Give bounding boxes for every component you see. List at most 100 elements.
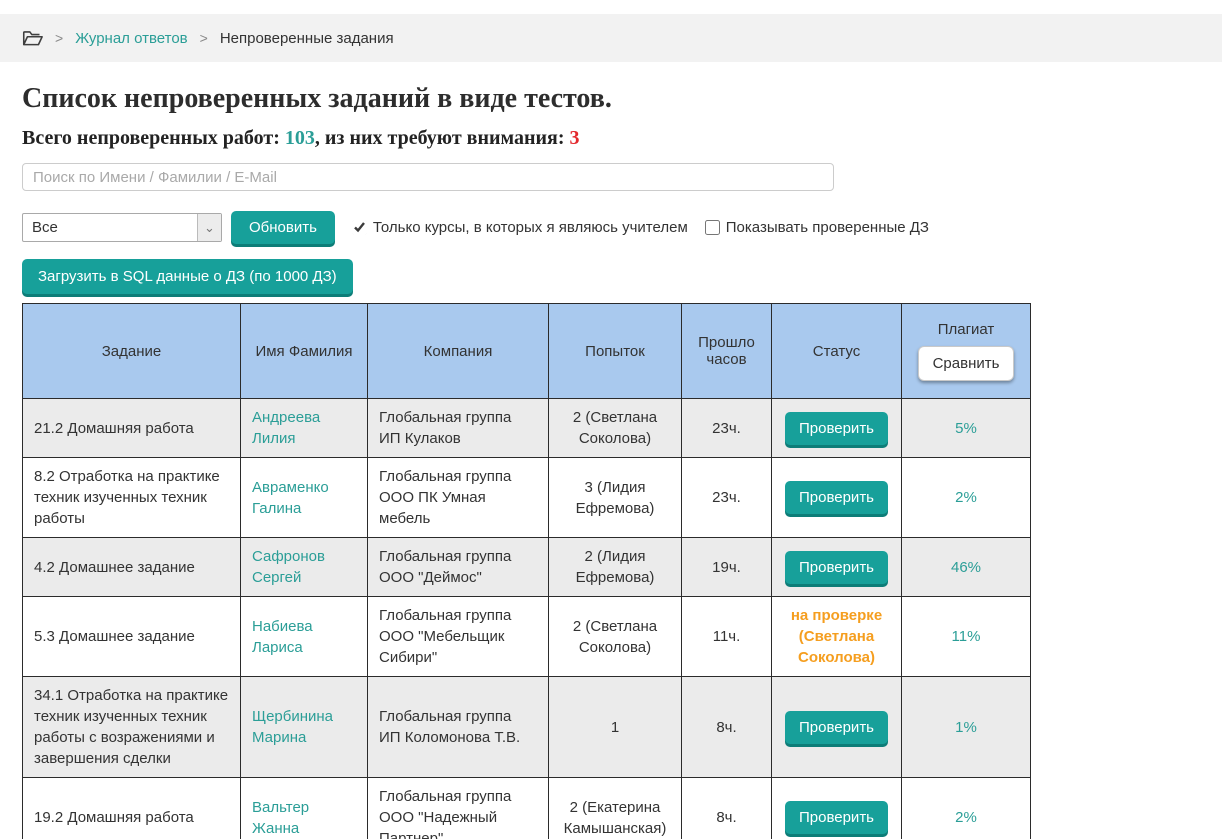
course-filter-select[interactable]: Все [22, 213, 222, 242]
student-name-cell: Сафронов Сергей [240, 537, 368, 597]
table-row: 5.3 Домашнее задание Набиева Лариса Глоб… [22, 596, 1031, 677]
search-input[interactable] [22, 163, 834, 191]
status-cell: Проверить [771, 537, 902, 597]
plagiarism-cell: 46% [901, 537, 1031, 597]
load-sql-button[interactable]: Загрузить в SQL данные о ДЗ (по 1000 ДЗ) [22, 259, 353, 294]
summary-line: Всего непроверенных работ: 103, из них т… [22, 127, 1222, 150]
plagiarism-cell: 1% [901, 676, 1031, 778]
student-name-link[interactable]: Щербинина Марина [252, 708, 334, 746]
student-name-cell: Набиева Лариса [240, 596, 368, 677]
unchecked-tasks-table: Задание Имя Фамилия Компания Попыток Про… [22, 303, 1031, 839]
course-filter-select-wrap: Все ⌄ [22, 213, 222, 242]
header-attempts: Попыток [548, 303, 682, 399]
breadcrumb-current-page: Непроверенные задания [219, 29, 394, 47]
show-checked-checkbox-label: Показывать проверенные ДЗ [725, 219, 929, 236]
header-name: Имя Фамилия [240, 303, 368, 399]
plagiarism-percent-link[interactable]: 5% [955, 419, 977, 437]
task-cell: 5.3 Домашнее задание [22, 596, 241, 677]
attempts-cell: 2 (Светлана Соколова) [548, 398, 682, 458]
plagiarism-percent-link[interactable]: 46% [950, 558, 982, 576]
folder-open-icon[interactable] [22, 30, 43, 47]
attempts-cell: 2 (Лидия Ефремова) [548, 537, 682, 597]
plagiarism-percent-link[interactable]: 2% [955, 809, 977, 826]
table-header-row: Задание Имя Фамилия Компания Попыток Про… [22, 303, 1031, 399]
breadcrumb-separator: > [199, 30, 208, 46]
page-title: Список непроверенных заданий в виде тест… [22, 83, 612, 114]
hours-cell: 8ч. [681, 777, 772, 839]
company-cell: Глобальная группа ИП Коломонова Т.В. [367, 676, 549, 778]
status-cell: Проверить [771, 676, 902, 778]
breadcrumb: > Журнал ответов > Непроверенные задания [0, 14, 1222, 62]
plagiarism-cell: 5% [901, 398, 1031, 458]
header-plagiarism: Плагиат Сравнить [901, 303, 1031, 399]
show-checked-checkbox[interactable] [704, 220, 720, 235]
company-cell: Глобальная группа ООО ПК Умная мебель [367, 457, 549, 538]
student-name-cell: Щербинина Марина [240, 676, 368, 778]
attempts-cell: 3 (Лидия Ефремова) [548, 457, 682, 538]
company-cell: Глобальная группа ООО "Деймос" [367, 537, 549, 597]
plagiarism-percent-link[interactable]: 2% [955, 489, 977, 506]
header-status: Статус [771, 303, 902, 399]
table-body: 21.2 Домашняя работа Андреева Лилия Глоб… [22, 398, 1031, 839]
attempts-cell: 1 [548, 676, 682, 778]
hours-cell: 23ч. [681, 398, 772, 458]
student-name-link[interactable]: Набиева Лариса [252, 617, 313, 656]
header-task: Задание [22, 303, 241, 399]
table-row: 34.1 Отработка на практике техник изучен… [22, 676, 1031, 778]
plagiarism-cell: 11% [901, 596, 1031, 677]
status-in-review-text: на проверке (Светлана Соколова) [790, 607, 883, 666]
company-cell: Глобальная группа ИП Кулаков [367, 398, 549, 458]
check-button[interactable]: Проверить [784, 481, 888, 514]
status-cell: на проверке (Светлана Соколова) [771, 596, 902, 677]
company-cell: Глобальная группа ООО "Мебельщик Сибири" [367, 596, 549, 677]
task-cell: 19.2 Домашняя работа [22, 777, 241, 839]
student-name-link[interactable]: Андреева Лилия [252, 409, 321, 447]
status-cell: Проверить [771, 777, 902, 839]
plagiarism-percent-link[interactable]: 11% [951, 628, 981, 645]
student-name-link[interactable]: Авраменко Галина [252, 478, 329, 517]
table-row: 8.2 Отработка на практике техник изученн… [22, 457, 1031, 538]
breadcrumb-separator: > [55, 30, 64, 46]
attempts-cell: 2 (Светлана Соколова) [548, 596, 682, 677]
attempts-cell: 2 (Екатерина Камышанская) [548, 777, 682, 839]
task-cell: 8.2 Отработка на практике техник изученн… [22, 457, 241, 538]
table-row: 4.2 Домашнее задание Сафронов Сергей Гло… [22, 537, 1031, 597]
check-button[interactable]: Проверить [784, 550, 888, 584]
student-name-link[interactable]: Вальтер Жанна [252, 798, 310, 837]
student-name-cell: Андреева Лилия [240, 398, 368, 458]
teacher-courses-checkbox[interactable] [351, 220, 367, 235]
hours-cell: 11ч. [681, 596, 772, 677]
hours-cell: 23ч. [681, 457, 772, 538]
breadcrumb-link-answers-journal[interactable]: Журнал ответов [75, 29, 188, 47]
task-cell: 21.2 Домашняя работа [22, 398, 241, 458]
table-row: 21.2 Домашняя работа Андреева Лилия Глоб… [22, 398, 1031, 458]
header-hours: Прошло часов [681, 303, 772, 399]
task-cell: 34.1 Отработка на практике техник изучен… [22, 676, 241, 778]
plagiarism-header-label: Плагиат [937, 321, 995, 338]
header-company: Компания [367, 303, 549, 399]
check-button[interactable]: Проверить [784, 411, 888, 445]
check-button[interactable]: Проверить [784, 801, 888, 834]
teacher-courses-checkbox-group: Только курсы, в которых я являюсь учител… [351, 219, 688, 236]
teacher-courses-checkbox-label: Только курсы, в которых я являюсь учител… [372, 219, 688, 236]
student-name-cell: Авраменко Галина [240, 457, 368, 538]
table-row: 19.2 Домашняя работа Вальтер Жанна Глоба… [22, 777, 1031, 839]
hours-cell: 8ч. [681, 676, 772, 778]
status-cell: Проверить [771, 457, 902, 538]
plagiarism-percent-link[interactable]: 1% [955, 718, 977, 736]
task-cell: 4.2 Домашнее задание [22, 537, 241, 597]
student-name-link[interactable]: Сафронов Сергей [252, 548, 325, 586]
refresh-button[interactable]: Обновить [231, 211, 335, 244]
show-checked-checkbox-group: Показывать проверенные ДЗ [704, 219, 929, 236]
status-cell: Проверить [771, 398, 902, 458]
company-cell: Глобальная группа ООО "Надежный Партнер" [367, 777, 549, 839]
compare-button[interactable]: Сравнить [917, 346, 1015, 381]
check-button[interactable]: Проверить [784, 710, 888, 744]
summary-middle: , из них требуют внимания: [314, 127, 570, 149]
total-unchecked-count: 103 [284, 127, 315, 149]
plagiarism-cell: 2% [901, 777, 1031, 839]
summary-prefix: Всего непроверенных работ: [22, 127, 285, 149]
plagiarism-cell: 2% [901, 457, 1031, 538]
attention-count: 3 [569, 127, 580, 149]
hours-cell: 19ч. [681, 537, 772, 597]
